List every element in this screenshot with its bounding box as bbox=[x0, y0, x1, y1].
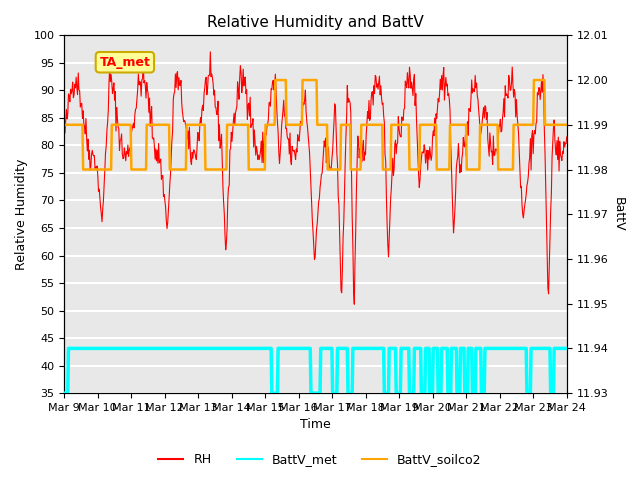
Title: Relative Humidity and BattV: Relative Humidity and BattV bbox=[207, 15, 424, 30]
Y-axis label: Relative Humidity: Relative Humidity bbox=[15, 158, 28, 270]
Legend: RH, BattV_met, BattV_soilco2: RH, BattV_met, BattV_soilco2 bbox=[154, 448, 486, 471]
Y-axis label: BattV: BattV bbox=[612, 197, 625, 231]
X-axis label: Time: Time bbox=[300, 419, 331, 432]
Text: TA_met: TA_met bbox=[99, 56, 150, 69]
